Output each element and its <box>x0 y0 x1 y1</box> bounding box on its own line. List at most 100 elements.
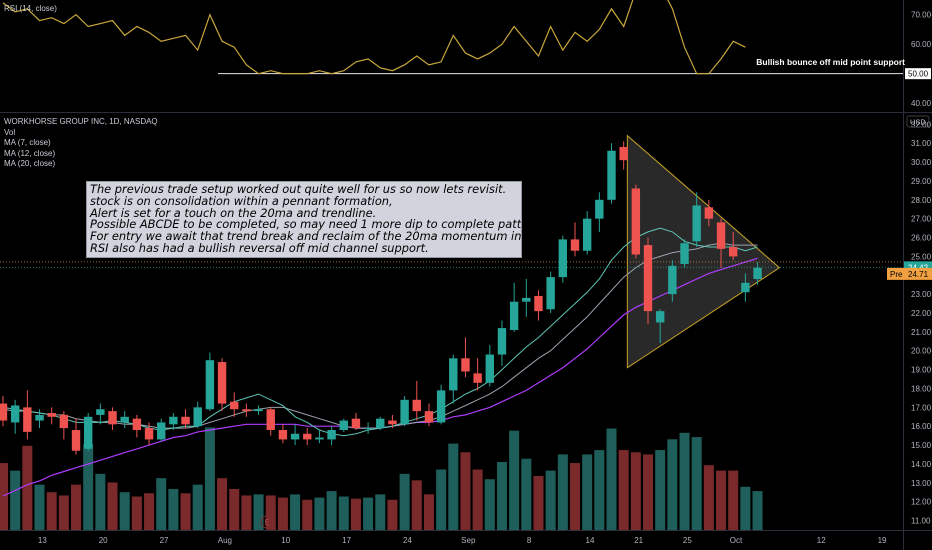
volume-bar <box>521 458 532 530</box>
x-tick-label: 19 <box>878 536 887 545</box>
earnings-icon[interactable] <box>260 515 274 529</box>
candle-body <box>205 360 215 410</box>
volume-bar <box>423 494 434 530</box>
rsi-tick-label: 70.00 <box>911 11 932 20</box>
volume-bar <box>290 494 301 530</box>
volume-bar <box>667 439 678 530</box>
candle-body <box>363 428 373 430</box>
volume-bar <box>484 479 495 530</box>
note-line: For entry we await that trend break and … <box>90 229 522 244</box>
volume-bar <box>156 478 167 530</box>
rsi-tick-label: 60.00 <box>911 40 932 49</box>
candle-body <box>59 414 69 429</box>
volume-bar <box>10 470 21 530</box>
rsi-annotation: Bullish bounce off mid point support <box>756 57 905 67</box>
x-tick-label: 25 <box>683 536 692 545</box>
volume-bar <box>302 499 313 530</box>
chart-title: WORKHORSE GROUP INC, 1D, NASDAQ <box>4 117 158 126</box>
candle-body <box>704 207 714 219</box>
x-tick-label: Oct <box>730 536 743 545</box>
pre-label: Pre <box>890 270 903 279</box>
candle-body <box>315 437 324 440</box>
volume-bar <box>180 493 191 530</box>
price-tick-label: 21.00 <box>911 328 932 337</box>
volume-bar <box>618 450 629 530</box>
x-tick-label: 8 <box>527 536 532 545</box>
candle-body <box>108 411 117 425</box>
volume-bar <box>740 486 751 530</box>
volume-bar <box>606 428 617 530</box>
price-tick-label: 29.00 <box>911 177 932 186</box>
x-tick-label: 21 <box>634 536 643 545</box>
candle-body <box>157 422 166 440</box>
candle-body <box>497 328 507 355</box>
price-tick-label: 19.00 <box>911 366 932 375</box>
volume-bar <box>460 452 471 530</box>
candle-body <box>83 416 93 449</box>
candle-body <box>473 373 482 383</box>
x-tick-label: 24 <box>403 536 412 545</box>
candle-body <box>436 390 446 423</box>
price-tick-label: 12.00 <box>911 498 932 507</box>
legend-ma20[interactable]: MA (20, close) <box>4 159 56 168</box>
note-line: RSI also has had a bullish reversal off … <box>90 240 429 255</box>
price-tick-label: 14.00 <box>911 460 932 469</box>
pre-price-badge: 24.71 <box>908 270 929 279</box>
volume-bar <box>22 445 33 530</box>
earnings-marker: E <box>264 518 269 527</box>
volume-bar <box>168 488 179 530</box>
price-tick-label: 13.00 <box>911 479 932 488</box>
rsi-line <box>2 0 746 75</box>
x-tick-label: 17 <box>342 536 351 545</box>
volume-bar <box>265 495 276 530</box>
x-tick-label: 13 <box>38 536 47 545</box>
volume-bar <box>545 470 556 530</box>
candle-body <box>96 409 105 415</box>
legend-ma12[interactable]: MA (12, close) <box>4 148 56 158</box>
x-tick-label: 20 <box>99 536 108 545</box>
x-tick-label: 10 <box>281 536 290 545</box>
pennant-pattern[interactable] <box>626 134 781 369</box>
volume-bar <box>192 484 203 530</box>
note-line: stock is on consolidation within a penna… <box>90 193 393 208</box>
candle-body <box>570 239 580 251</box>
candle-body <box>388 420 397 425</box>
volume-bar <box>217 478 228 530</box>
volume-bar <box>204 427 215 530</box>
volume-bar <box>691 437 702 530</box>
volume-bar <box>436 469 447 530</box>
candle-body <box>607 150 616 200</box>
legend-ma7[interactable]: MA (7, close) <box>4 138 51 147</box>
volume-bar <box>71 484 82 530</box>
support-badge-bg <box>905 68 931 80</box>
volume-bar <box>229 488 240 530</box>
volume-bar <box>363 497 374 530</box>
candle-body <box>217 362 227 404</box>
note-line: Alert is set for a touch on the 20ma and… <box>90 205 377 220</box>
volume-bar <box>509 430 520 530</box>
axes: 70.0060.0050.0040.0050.0032.0031.0030.00… <box>38 11 932 545</box>
volume-bar <box>0 463 8 530</box>
candle-body <box>0 403 8 421</box>
legend-vol[interactable]: Vol <box>4 127 16 137</box>
candle-body <box>631 188 641 255</box>
volume-bar <box>448 443 459 530</box>
rsi-tick-label: 40.00 <box>911 99 932 108</box>
volume-bar <box>472 469 483 530</box>
candle-body <box>303 433 312 440</box>
currency-label: USD <box>910 118 926 127</box>
candle-body <box>10 405 20 423</box>
candle-body <box>534 296 543 312</box>
volume-bar <box>277 497 288 530</box>
candle-body <box>169 416 178 425</box>
candle-body <box>278 429 288 440</box>
volume-bar <box>46 492 57 530</box>
volume-bar <box>144 493 155 530</box>
x-tick-label: Sep <box>461 536 476 545</box>
trade-note[interactable]: The previous trade setup worked out quit… <box>86 181 522 258</box>
price-tick-label: 23.00 <box>911 290 932 299</box>
candle-body <box>753 267 762 280</box>
volume-bar <box>350 498 361 530</box>
support-badge: 50.00 <box>908 70 929 79</box>
